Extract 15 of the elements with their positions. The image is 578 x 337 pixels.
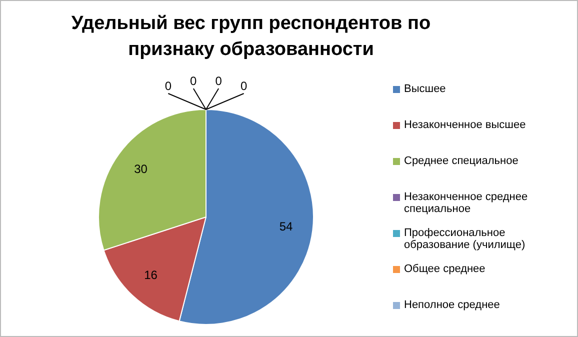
- text: 0: [190, 74, 197, 88]
- text: 0: [164, 78, 172, 93]
- legend-label: Незаконченное среднее специальное: [404, 191, 529, 215]
- data-label: 30: [134, 162, 148, 176]
- legend-label: Среднее специальное: [404, 155, 518, 167]
- legend-label: Общее среднее: [404, 263, 486, 275]
- text: 0: [240, 78, 248, 93]
- legend-label: Незаконченное высшее: [404, 119, 526, 131]
- legend-label: Неполное среднее: [404, 299, 500, 311]
- text: 0: [215, 74, 222, 88]
- data-label: 16: [144, 268, 158, 282]
- chart-title: Удельный вес групп респондентов по признаку образованности: [70, 12, 432, 62]
- data-label: 54: [279, 219, 293, 234]
- legend-label: Профессиональное образование (училище): [404, 227, 526, 251]
- legend-label: Высшее: [404, 83, 446, 95]
